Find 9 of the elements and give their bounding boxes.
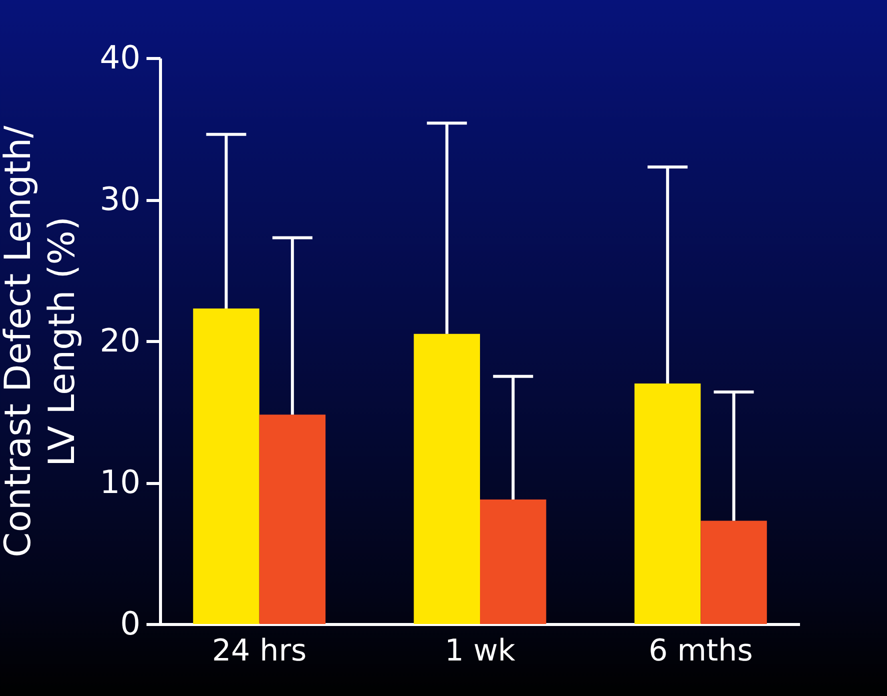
y-tick-label: 0 bbox=[120, 604, 140, 642]
y-tick-label: 30 bbox=[100, 180, 140, 218]
y-tick-label: 10 bbox=[100, 463, 140, 501]
x-tick-label: 6 mths bbox=[648, 634, 753, 668]
x-tick-label: 24 hrs bbox=[212, 634, 307, 668]
y-axis-title: Contrast Defect Length/ LV Length (%) bbox=[0, 124, 83, 558]
x-tick-label: 1 wk bbox=[444, 634, 516, 668]
y-tick-label: 20 bbox=[100, 322, 140, 360]
y-tick-label: 40 bbox=[100, 38, 140, 76]
